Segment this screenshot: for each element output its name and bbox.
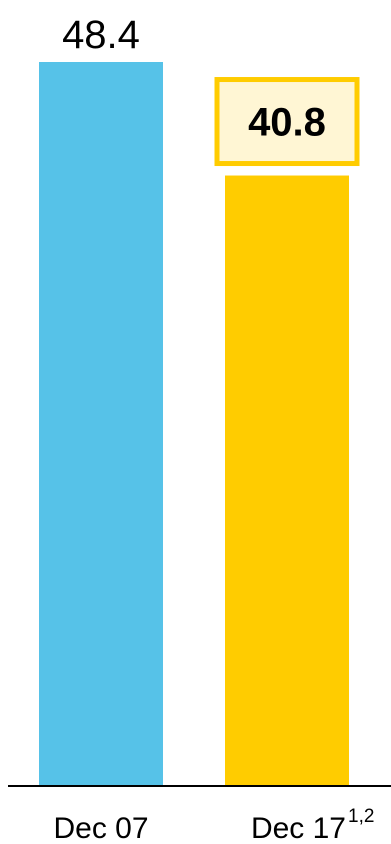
bars-group — [39, 62, 349, 785]
bar-value-label-dec-07: 48.4 — [62, 13, 140, 57]
highlight-value-box — [214, 77, 360, 167]
category-label-dec-07: Dec 07 — [53, 812, 148, 844]
bar-dec-17 — [225, 175, 349, 785]
category-label-dec-17: Dec 17 — [251, 812, 346, 844]
bar-value-label-dec-17: 40.8 — [248, 101, 326, 145]
bar-dec-07 — [39, 62, 163, 785]
category-footnote-superscript: 1,2 — [348, 806, 374, 827]
